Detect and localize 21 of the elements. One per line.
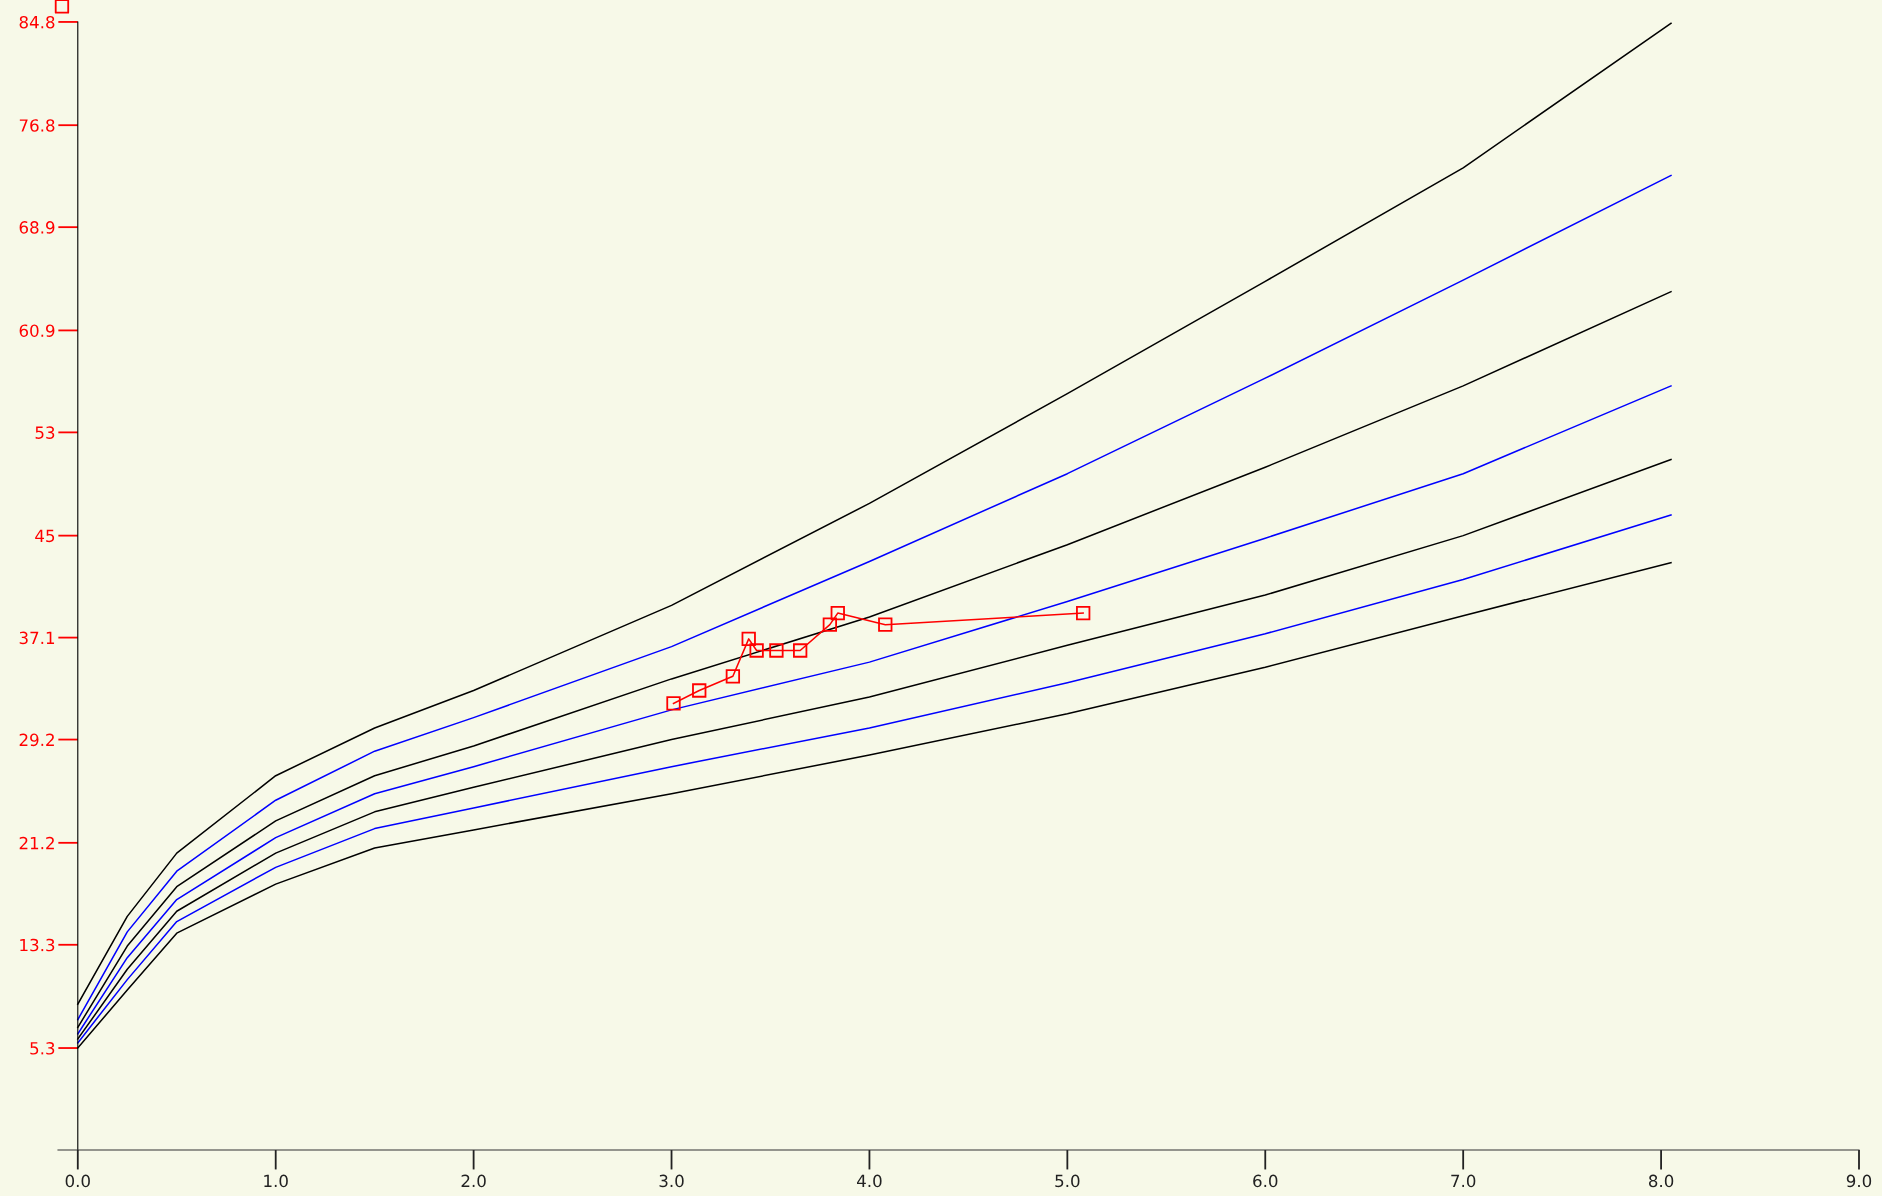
x-tick-label: 3.0 <box>659 1174 684 1188</box>
y-tick-label: 76.8 <box>19 119 55 132</box>
y-tick-label: 68.9 <box>19 221 55 234</box>
x-tick-label: 0.0 <box>65 1174 90 1188</box>
y-tick-label: 13.3 <box>20 938 55 952</box>
x-tick-label: 8.0 <box>1648 1174 1674 1188</box>
x-tick-label: 7.0 <box>1451 1174 1476 1188</box>
x-tick-label: 9.0 <box>1846 1174 1872 1188</box>
x-tick-label: 1.0 <box>264 1174 288 1188</box>
y-tick-label: 84.8 <box>19 15 55 29</box>
y-tick-label: 53 <box>35 426 55 439</box>
y-tick-label: 37.1 <box>19 631 55 645</box>
x-tick-label: 6.0 <box>1253 1174 1278 1188</box>
y-tick-label: 5.3 <box>30 1042 55 1055</box>
y-tick-label: 29.2 <box>19 733 54 747</box>
x-tick-label: 4.0 <box>857 1174 882 1188</box>
x-tick-label: 5.0 <box>1055 1174 1080 1188</box>
y-tick-label: 21.2 <box>19 836 54 850</box>
x-tick-label: 2.0 <box>461 1174 486 1188</box>
y-tick-label: 45 <box>35 529 55 543</box>
y-tick-label: 60.9 <box>19 324 55 337</box>
